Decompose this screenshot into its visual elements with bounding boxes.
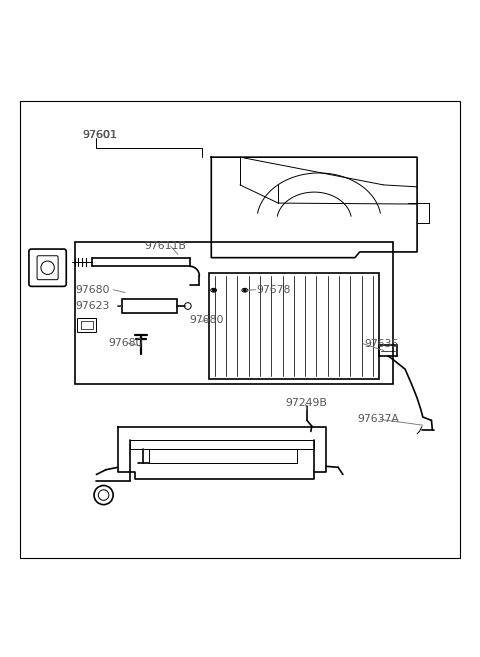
Text: 97635: 97635 — [364, 339, 399, 349]
Text: 97637A: 97637A — [357, 415, 399, 424]
Bar — [122, 300, 177, 313]
Text: 97680: 97680 — [108, 338, 143, 348]
Text: 97680: 97680 — [190, 315, 224, 325]
Circle shape — [243, 289, 246, 292]
Circle shape — [212, 289, 215, 292]
Text: 97249B: 97249B — [286, 397, 327, 408]
Bar — [81, 321, 93, 329]
Text: 97623: 97623 — [75, 300, 109, 311]
Text: 97678: 97678 — [257, 284, 291, 295]
Text: 97680: 97680 — [75, 284, 109, 295]
Text: 97601: 97601 — [82, 129, 117, 140]
Bar — [209, 273, 379, 378]
Bar — [77, 318, 96, 332]
Text: 97611B: 97611B — [144, 241, 186, 251]
Bar — [75, 242, 393, 384]
Text: 97601: 97601 — [82, 129, 117, 140]
